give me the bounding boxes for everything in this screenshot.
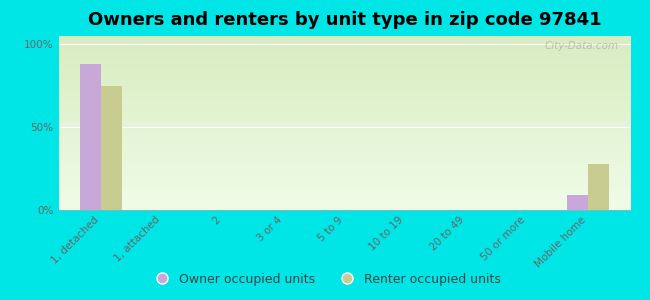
Text: City-Data.com: City-Data.com bbox=[545, 41, 619, 51]
Bar bbox=[80, 64, 101, 210]
Bar bbox=[567, 195, 588, 210]
Title: Owners and renters by unit type in zip code 97841: Owners and renters by unit type in zip c… bbox=[88, 11, 601, 29]
Legend: Owner occupied units, Renter occupied units: Owner occupied units, Renter occupied un… bbox=[144, 268, 506, 291]
Bar bbox=[101, 86, 122, 210]
Bar bbox=[588, 164, 609, 210]
